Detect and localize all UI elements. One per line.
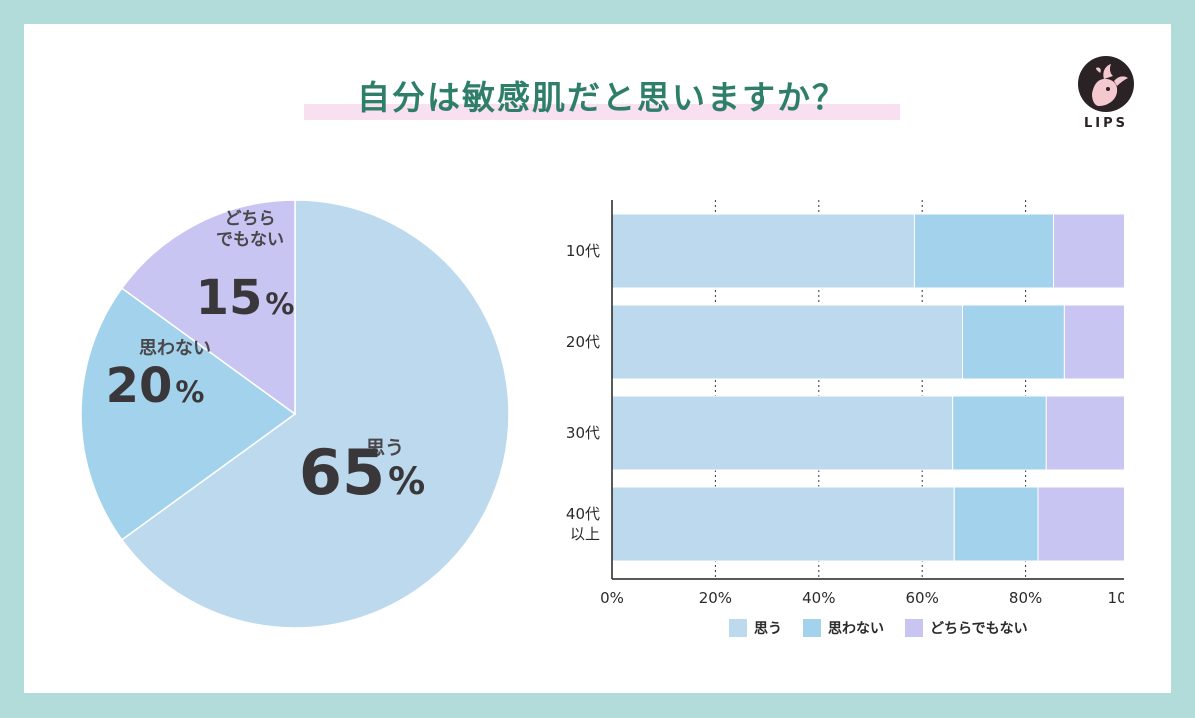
pie-value-number-0: 65: [299, 436, 385, 509]
x-tick-label: 100%: [1108, 589, 1124, 607]
bar-segment: [1063, 304, 1124, 380]
bar-segment: [962, 304, 1065, 380]
bar-segment: [1045, 395, 1124, 471]
category-label: 10代: [566, 242, 600, 260]
chart-title: 自分は敏感肌だと思いますか？: [357, 78, 847, 117]
bar-segment: [611, 213, 915, 289]
pie-value-unit-1: %: [175, 375, 204, 409]
category-label: 以上: [570, 525, 600, 543]
legend-swatch: [803, 619, 821, 637]
slice-omowanai: [80, 287, 297, 541]
category-label: 30代: [566, 424, 600, 442]
lips-logo: LIPS: [1074, 54, 1138, 140]
slice-dochira: [120, 199, 296, 416]
pie-value-unit-0: %: [388, 460, 425, 503]
pie-label-1: 思わない: [139, 338, 211, 359]
category-label: 40代: [566, 505, 600, 523]
pie-value-1: 20%: [106, 358, 205, 414]
pie-value-0: 65%: [299, 436, 425, 509]
legend-swatch: [729, 619, 747, 637]
logo-text: LIPS: [1083, 116, 1128, 131]
x-tick-label: 20%: [699, 589, 732, 607]
title-highlight: [304, 104, 900, 120]
bar-segment: [611, 395, 954, 471]
title-block: 自分は敏感肌だと思いますか？: [304, 76, 900, 124]
x-tick-label: 0%: [600, 589, 624, 607]
chart-card: 自分は敏感肌だと思いますか？ LIPS 思う 65% 思わない 20% どちら でもない 1…: [24, 24, 1171, 693]
bar-segment: [953, 486, 1039, 562]
bar-segment: [611, 304, 964, 380]
deer-icon: [1078, 56, 1134, 112]
pie-value-2: 15%: [196, 270, 295, 326]
pie-value-unit-2: %: [265, 287, 294, 321]
pie-value-number-2: 15: [196, 270, 263, 326]
pie-label-2-0: どちら: [225, 209, 276, 229]
bar-segment: [611, 486, 955, 562]
bar-segment: [952, 395, 1047, 471]
x-tick-label: 60%: [906, 589, 939, 607]
legend-label: どちらでもない: [930, 621, 1028, 637]
pie-label-0: 思う: [366, 437, 404, 459]
legend-label: 思う: [754, 621, 782, 637]
x-tick-label: 80%: [1009, 589, 1042, 607]
pie-label-2-1: でもない: [216, 230, 284, 250]
x-tick-label: 40%: [802, 589, 835, 607]
legend-label: 思わない: [828, 621, 884, 637]
bar-segment: [1037, 486, 1124, 562]
pie-value-number-1: 20: [106, 358, 173, 414]
category-label: 20代: [566, 333, 600, 351]
bar-segment: [913, 213, 1055, 289]
legend-swatch: [905, 619, 923, 637]
bar-segment: [1053, 213, 1124, 289]
slice-omou: [120, 199, 510, 629]
